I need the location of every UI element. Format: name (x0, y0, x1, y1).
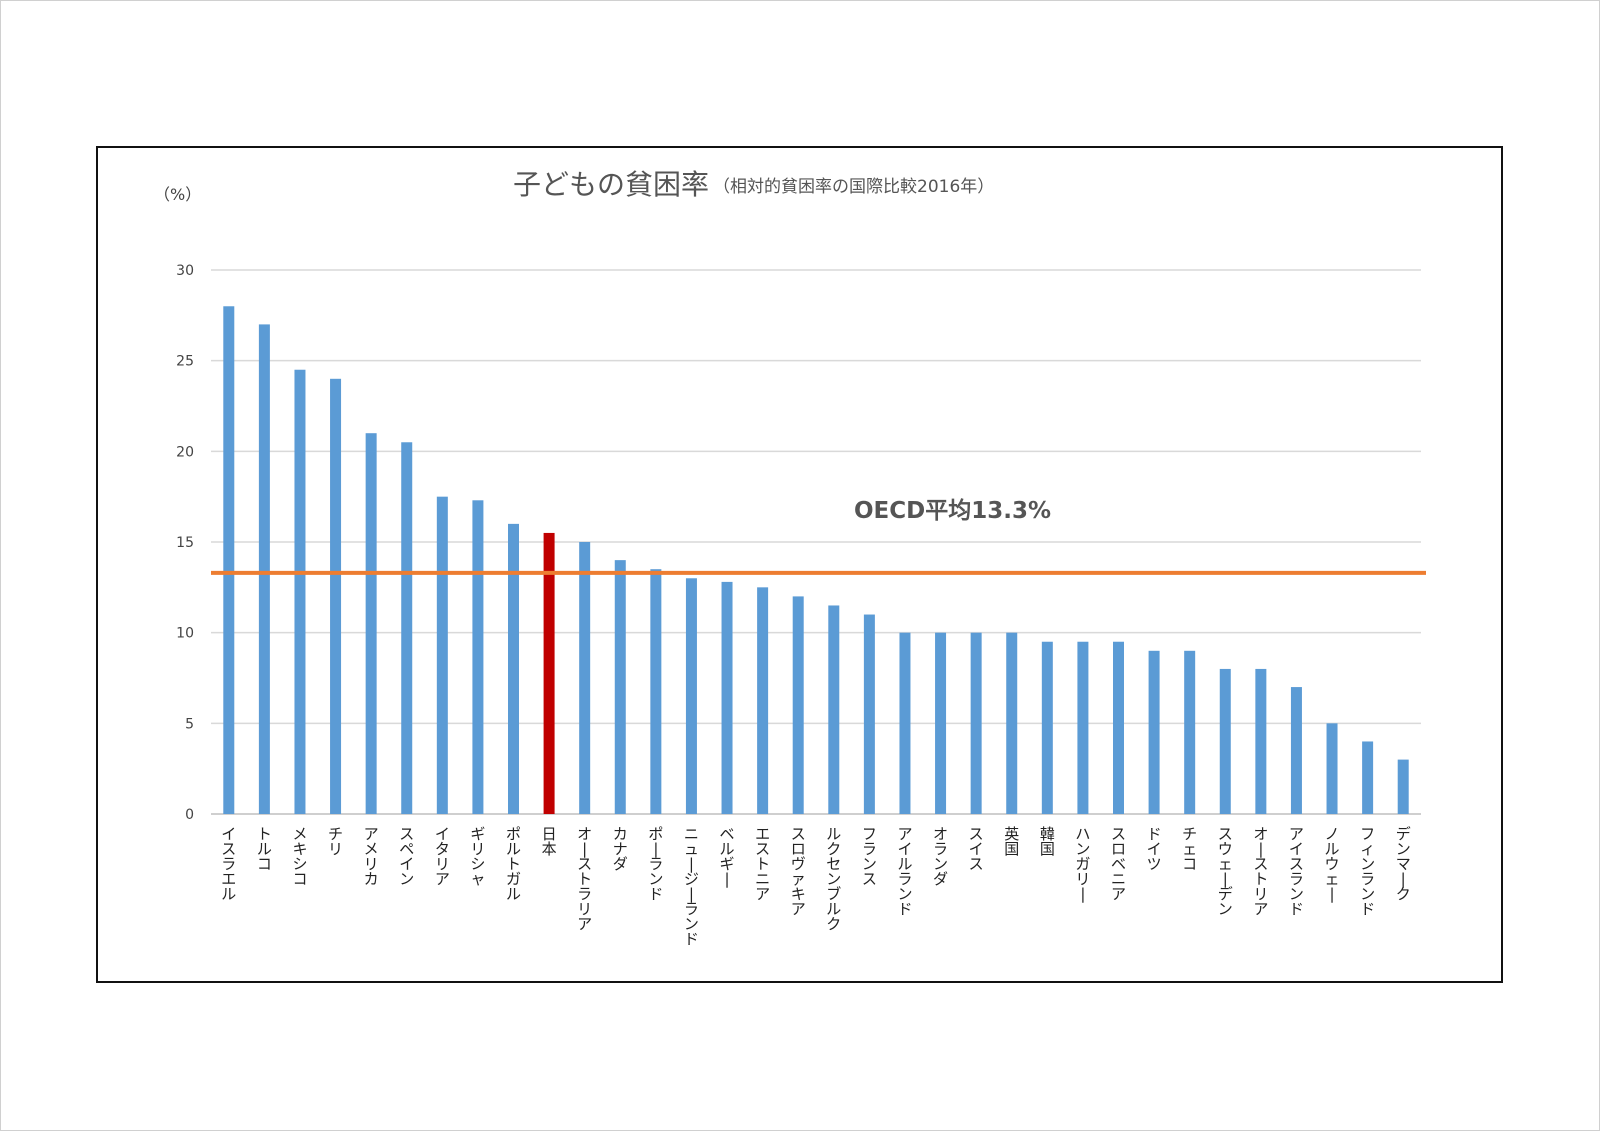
bar-11 (579, 542, 591, 814)
x-category-label-7: イタリア (435, 825, 450, 888)
y-tick-label-15: 15 (176, 535, 194, 551)
bar-34 (1397, 759, 1409, 814)
x-category-label-12: カナダ (613, 825, 628, 873)
bar-6 (401, 442, 413, 814)
bar-20 (899, 632, 911, 814)
x-axis-category-labels: イスラエル トルコ メキシコ チリ アメリカ スペイン イタリア ギリシャ ポルトガル 日本 オ|ス… (221, 825, 1410, 948)
x-category-label-33: フィンランド (1360, 825, 1375, 918)
bar-15 (721, 581, 733, 814)
bar-8 (472, 500, 484, 814)
bar-1 (223, 306, 235, 814)
bar-13 (650, 569, 662, 814)
x-category-label-2: トルコ (257, 825, 272, 873)
bar-32 (1326, 723, 1338, 814)
x-category-label-24: 韓国 (1040, 825, 1055, 858)
chart-frame: 子どもの貧困率 （相対的貧困率の国際比較2016年） （%） 0 5 10 15 20 2… (96, 146, 1503, 983)
x-category-label-11: オ|ストラリア (577, 825, 592, 933)
oecd-average-label: OECD平均13.3% (854, 497, 1051, 524)
bar-30 (1255, 668, 1267, 814)
y-tick-label-25: 25 (176, 354, 194, 370)
x-category-label-17: スロヴァキア (791, 825, 806, 918)
y-axis-tick-labels: 0 5 10 15 20 25 30 (176, 263, 194, 823)
x-category-label-18: ルクセンブルク (826, 825, 841, 933)
x-category-label-3: メキシコ (292, 825, 307, 888)
bar-28 (1184, 650, 1196, 814)
bars (223, 306, 1409, 814)
bar-2 (258, 324, 270, 814)
chart-title: 子どもの貧困率 (513, 168, 709, 201)
x-category-label-5: アメリカ (364, 825, 379, 888)
x-category-label-6: スペイン (399, 825, 414, 888)
x-category-label-1: イスラエル (221, 825, 236, 903)
bar-3 (294, 369, 306, 814)
x-category-label-32: ノルウェ| (1325, 825, 1340, 903)
y-tick-label-30: 30 (176, 263, 194, 279)
bar-17 (792, 596, 804, 814)
bar-7 (436, 496, 448, 814)
x-category-label-15: ベルギ| (720, 825, 735, 888)
bar-19 (863, 614, 875, 814)
x-category-label-23: 英国 (1004, 825, 1019, 858)
bar-26 (1113, 641, 1124, 814)
x-category-label-8: ギリシャ (470, 825, 485, 888)
y-tick-label-10: 10 (176, 626, 194, 642)
gridlines (211, 269, 1421, 815)
x-category-label-26: スロベニア (1111, 825, 1126, 903)
x-category-label-30: オ|ストリア (1253, 825, 1268, 918)
bar-25 (1077, 641, 1089, 814)
y-tick-label-20: 20 (176, 444, 194, 460)
y-tick-label-5: 5 (185, 716, 194, 732)
bar-16 (757, 587, 769, 814)
bar-9 (508, 523, 519, 814)
x-category-label-13: ポ|ランド (648, 825, 663, 903)
bar-chart: 子どもの貧困率 （相対的貧困率の国際比較2016年） （%） 0 5 10 15 20 2… (154, 168, 1426, 948)
x-category-label-29: スウェ|デン (1218, 825, 1233, 918)
chart-subtitle: （相対的貧困率の国際比較2016年） (713, 177, 994, 197)
x-category-label-22: スイス (969, 825, 984, 873)
y-tick-label-0: 0 (185, 807, 194, 823)
x-category-label-21: オランダ (933, 825, 948, 888)
x-category-label-28: チェコ (1182, 825, 1197, 873)
x-category-label-31: アイスランド (1289, 825, 1304, 918)
x-category-label-27: ドイツ (1147, 825, 1162, 873)
x-category-label-19: フランス (862, 825, 877, 888)
x-category-label-14: ニュ|ジ|ランド (684, 825, 699, 948)
bar-14 (685, 578, 697, 814)
y-axis-unit-label: （%） (154, 185, 201, 204)
bar-10 (543, 532, 555, 814)
bar-23 (1006, 632, 1018, 814)
bar-4 (330, 378, 342, 814)
x-category-label-4: チリ (328, 825, 343, 858)
bar-31 (1290, 687, 1302, 814)
bar-12 (614, 560, 626, 814)
bar-27 (1148, 650, 1160, 814)
bar-5 (365, 433, 377, 814)
bar-33 (1362, 741, 1374, 814)
x-category-label-34: デンマ|ク (1396, 825, 1411, 903)
x-category-label-10: 日本 (542, 825, 557, 858)
reference-line-group: OECD平均13.3% (211, 497, 1426, 575)
x-category-label-20: アイルランド (897, 825, 912, 918)
x-category-label-9: ポルトガル (506, 825, 521, 903)
bar-22 (970, 632, 982, 814)
x-category-label-16: エストニア (755, 825, 770, 903)
bar-24 (1041, 641, 1053, 814)
bar-21 (935, 632, 947, 814)
bar-18 (828, 605, 840, 814)
bar-29 (1219, 668, 1231, 814)
x-category-label-25: ハンガリ| (1075, 825, 1090, 903)
